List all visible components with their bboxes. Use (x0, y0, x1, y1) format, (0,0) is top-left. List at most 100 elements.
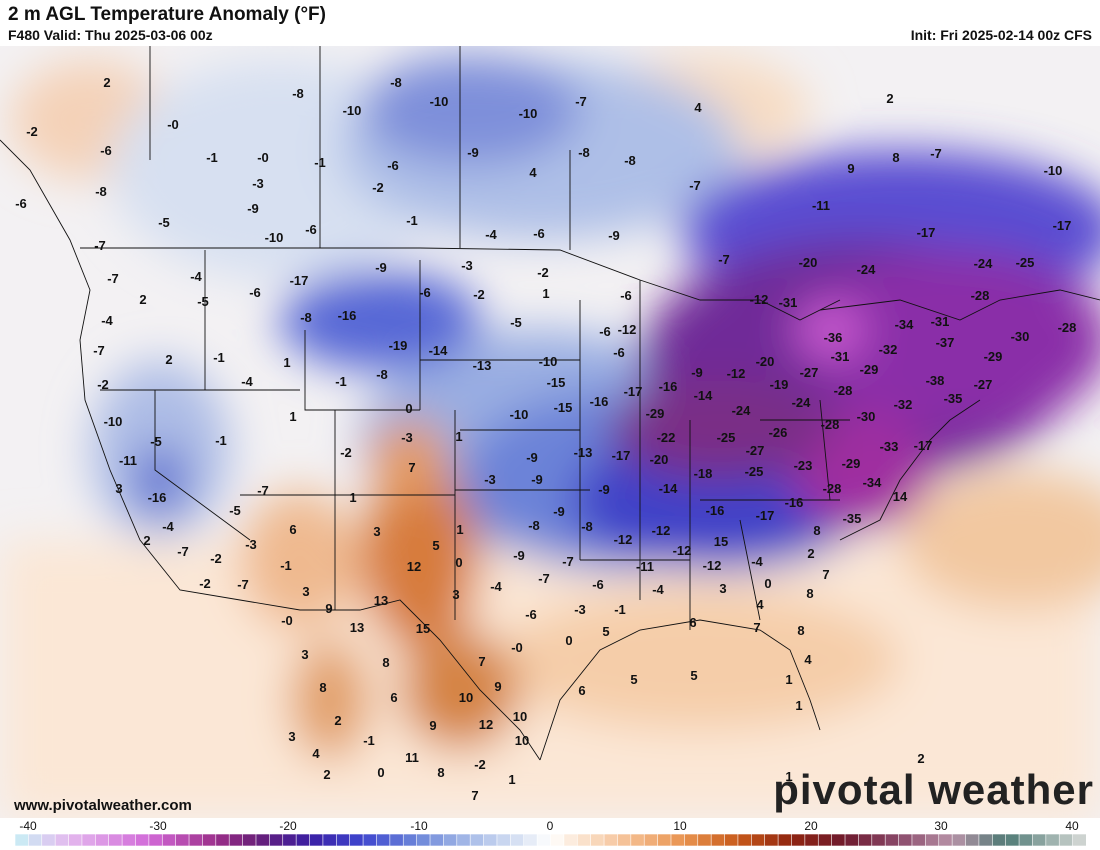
anomaly-value-label: 1 (785, 769, 792, 784)
anomaly-value-label: -9 (467, 145, 479, 160)
anomaly-value-label: -17 (914, 438, 933, 453)
anomaly-value-label: -11 (812, 198, 830, 213)
anomaly-value-label: 5 (690, 668, 697, 683)
anomaly-value-label: -2 (474, 757, 486, 772)
anomaly-value-label: -16 (338, 308, 357, 323)
anomaly-value-label: -0 (167, 117, 179, 132)
anomaly-value-label: -15 (547, 375, 566, 390)
colorbar-swatch (1045, 834, 1061, 846)
anomaly-shading (0, 55, 1100, 818)
anomaly-value-label: 3 (719, 581, 726, 596)
anomaly-value-label: 8 (319, 680, 326, 695)
anomaly-value-label: -6 (592, 577, 604, 592)
anomaly-value-label: -25 (745, 464, 764, 479)
anomaly-value-label: -17 (917, 225, 936, 240)
anomaly-value-label: -8 (578, 145, 590, 160)
anomaly-value-label: -8 (624, 153, 636, 168)
anomaly-value-label: -30 (857, 409, 876, 424)
colorbar-swatch (483, 834, 498, 846)
anomaly-value-label: -13 (574, 445, 593, 460)
anomaly-value-label: -31 (831, 349, 850, 364)
anomaly-value-label: 8 (806, 586, 813, 601)
colorbar-swatch (215, 834, 230, 846)
colorbar-swatch (858, 834, 873, 846)
anomaly-value-label: -12 (673, 543, 692, 558)
colorbar-swatch (951, 834, 967, 846)
anomaly-value-label: -17 (756, 508, 775, 523)
anomaly-value-label: -29 (984, 349, 1003, 364)
anomaly-value-label: -1 (363, 733, 375, 748)
anomaly-value-label: -24 (792, 395, 812, 410)
anomaly-value-label: -30 (1011, 329, 1030, 344)
anomaly-value-label: -24 (974, 256, 994, 271)
anomaly-value-label: -11 (119, 453, 137, 468)
colorbar-swatch (978, 834, 994, 846)
anomaly-value-label: -14 (659, 481, 679, 496)
anomaly-value-label: -5 (197, 294, 209, 309)
anomaly-value-label: -9 (375, 260, 387, 275)
anomaly-value-label: 0 (405, 401, 412, 416)
anomaly-value-label: 12 (407, 559, 421, 574)
site-url: www.pivotalweather.com (14, 797, 192, 814)
colorbar-swatch (95, 834, 110, 846)
anomaly-value-label: 2 (165, 352, 172, 367)
colorbar-swatch (804, 834, 820, 846)
anomaly-value-label: -0 (511, 640, 523, 655)
anomaly-value-label: 1 (508, 772, 515, 787)
colorbar-swatch (1032, 834, 1047, 846)
colorbar-swatch (456, 834, 471, 846)
anomaly-value-label: 1 (289, 409, 296, 424)
anomaly-value-label: -26 (769, 425, 788, 440)
colorbar-swatch (255, 834, 271, 846)
colorbar-swatch (737, 834, 753, 846)
anomaly-value-label: 5 (630, 672, 637, 687)
anomaly-value-label: -2 (537, 265, 549, 280)
anomaly-value-label: -4 (190, 269, 202, 284)
anomaly-value-label: -16 (148, 490, 167, 505)
anomaly-value-label: 6 (289, 522, 296, 537)
anomaly-value-label: 1 (785, 672, 792, 687)
anomaly-value-label: 15 (416, 621, 430, 636)
anomaly-value-label: 8 (382, 655, 389, 670)
anomaly-value-label: -16 (590, 394, 609, 409)
colorbar-swatch (1058, 834, 1074, 846)
anomaly-value-label: -9 (691, 365, 703, 380)
anomaly-value-label: -7 (257, 483, 269, 498)
anomaly-value-label: -1 (213, 350, 225, 365)
anomaly-value-label: 8 (437, 765, 444, 780)
brand-logo: pivotal weather (773, 766, 1094, 813)
anomaly-value-label: 12 (479, 717, 493, 732)
colorbar-swatch (416, 834, 431, 846)
anomaly-value-label: -5 (229, 503, 241, 518)
colorbar-swatch (898, 834, 913, 846)
colorbar-swatch (121, 834, 137, 846)
anomaly-value-label: -12 (614, 532, 633, 547)
colorbar-swatch (657, 834, 672, 846)
colorbar-swatch (81, 834, 97, 846)
anomaly-value-label: -0 (281, 613, 293, 628)
anomaly-value-label: 10 (515, 733, 529, 748)
anomaly-value-label: 8 (892, 150, 899, 165)
anomaly-value-label: 1 (542, 286, 549, 301)
anomaly-value-label: -19 (770, 377, 789, 392)
colorbar-swatch (322, 834, 338, 846)
anomaly-value-label: -4 (241, 374, 253, 389)
anomaly-value-label: -6 (249, 285, 261, 300)
anomaly-value-label: -31 (931, 314, 950, 329)
anomaly-value-label: -6 (15, 196, 27, 211)
colorbar-swatch (710, 834, 726, 846)
colorbar-swatch (496, 834, 512, 846)
colorbar-swatch (844, 834, 860, 846)
anomaly-value-label: -3 (484, 472, 496, 487)
anomaly-value-label: -8 (292, 86, 304, 101)
anomaly-value-label: 3 (288, 729, 295, 744)
anomaly-value-label: 5 (602, 624, 609, 639)
anomaly-value-label: -6 (620, 288, 632, 303)
anomaly-value-label: -10 (343, 103, 362, 118)
anomaly-value-label: -10 (519, 106, 538, 121)
anomaly-value-label: -33 (880, 439, 899, 454)
colorbar-swatch (335, 834, 351, 846)
colorbar-swatch (228, 834, 244, 846)
anomaly-value-label: -6 (387, 158, 399, 173)
anomaly-value-label: -3 (461, 258, 473, 273)
